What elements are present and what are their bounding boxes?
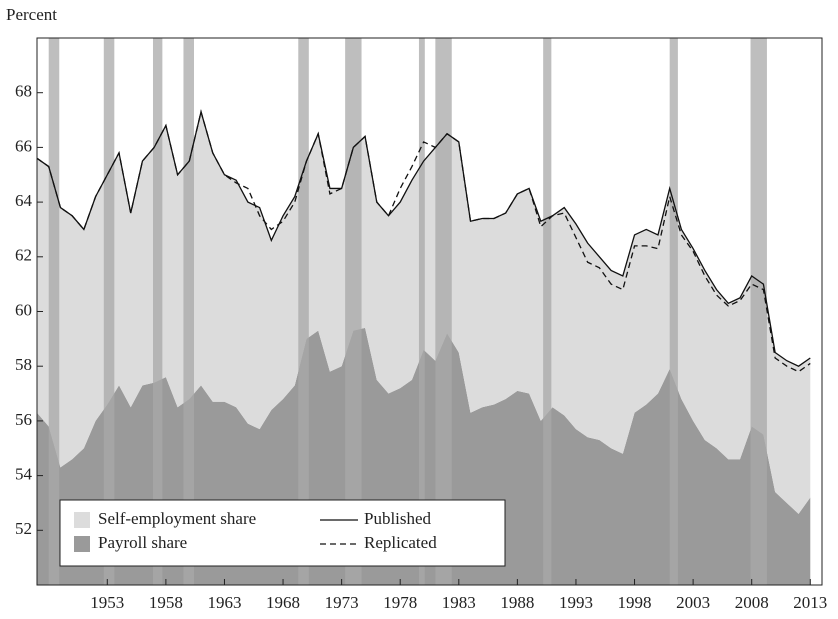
legend-label: Self-employment share bbox=[98, 509, 256, 528]
recession-band bbox=[418, 38, 425, 585]
recession-band bbox=[669, 38, 678, 585]
y-tick-label: 56 bbox=[15, 410, 32, 429]
legend-label: Published bbox=[364, 509, 432, 528]
recession-band bbox=[152, 38, 163, 585]
x-tick-label: 2003 bbox=[676, 593, 710, 612]
y-tick-label: 58 bbox=[15, 355, 32, 374]
recession-band bbox=[345, 38, 362, 585]
y-tick-label: 62 bbox=[15, 246, 32, 265]
x-tick-label: 1998 bbox=[618, 593, 652, 612]
legend-label: Replicated bbox=[364, 533, 437, 552]
y-tick-label: 68 bbox=[15, 82, 32, 101]
line bbox=[37, 109, 811, 373]
y-tick-label: 64 bbox=[15, 191, 33, 210]
x-tick-label: 1993 bbox=[559, 593, 593, 612]
recession-band bbox=[750, 38, 767, 585]
recession-band bbox=[298, 38, 309, 585]
recession-band bbox=[435, 38, 452, 585]
x-tick-label: 1983 bbox=[442, 593, 476, 612]
x-tick-label: 1978 bbox=[383, 593, 417, 612]
y-tick-label: 52 bbox=[15, 519, 32, 538]
y-tick-label: 54 bbox=[15, 465, 33, 484]
x-tick-label: 1988 bbox=[500, 593, 534, 612]
y-tick-label: 60 bbox=[15, 300, 32, 319]
y-tick-label: 66 bbox=[15, 136, 32, 155]
x-tick-label: 1963 bbox=[207, 593, 241, 612]
x-tick-label: 1968 bbox=[266, 593, 300, 612]
legend-swatch bbox=[74, 512, 90, 528]
x-tick-label: 1973 bbox=[325, 593, 359, 612]
x-tick-label: 2013 bbox=[793, 593, 827, 612]
recession-band bbox=[48, 38, 60, 585]
y-axis-label: Percent bbox=[6, 5, 57, 24]
x-tick-label: 2008 bbox=[735, 593, 769, 612]
recession-band bbox=[543, 38, 552, 585]
recession-band bbox=[183, 38, 194, 585]
x-tick-label: 1958 bbox=[149, 593, 183, 612]
legend-swatch bbox=[74, 536, 90, 552]
legend-box bbox=[59, 499, 506, 567]
x-tick-label: 1953 bbox=[90, 593, 124, 612]
legend-label: Payroll share bbox=[98, 533, 187, 552]
recession-band bbox=[103, 38, 115, 585]
